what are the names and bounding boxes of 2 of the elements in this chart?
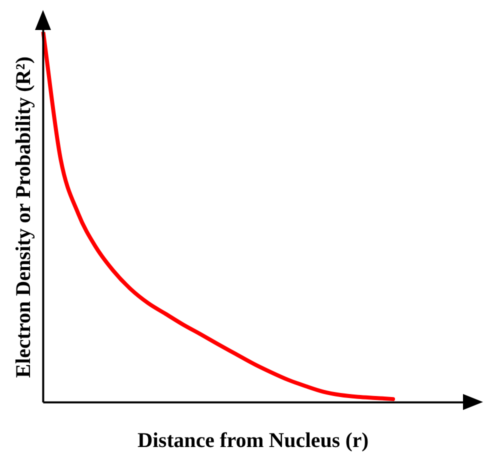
y-axis-title: Electron Density or Probability (R²): [11, 56, 36, 378]
x-axis-title: Distance from Nucleus (r): [138, 428, 369, 452]
